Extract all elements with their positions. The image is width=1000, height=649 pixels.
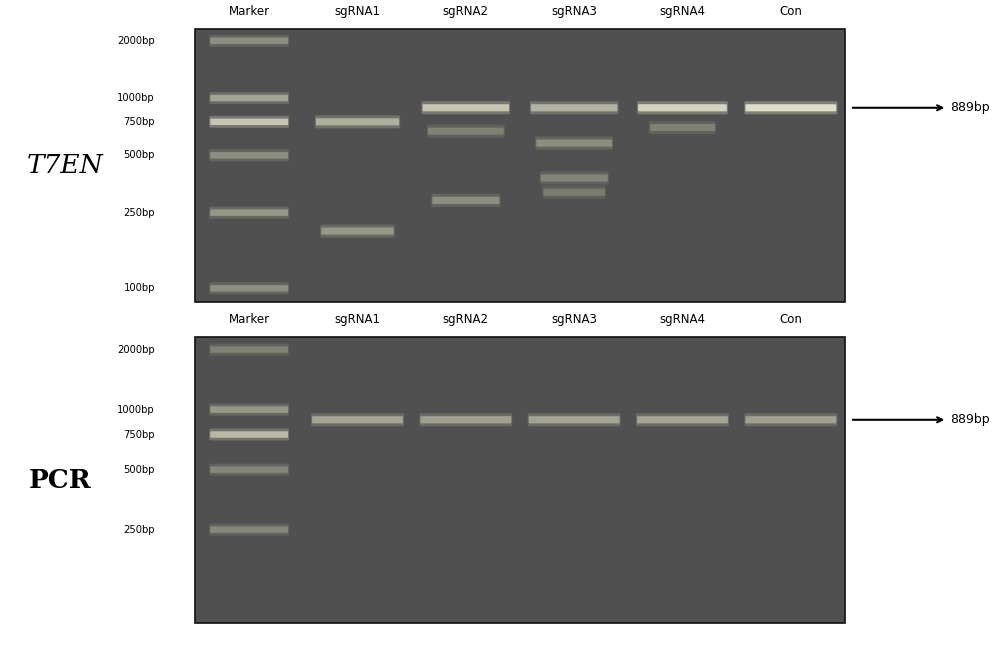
FancyBboxPatch shape bbox=[320, 225, 395, 238]
FancyBboxPatch shape bbox=[422, 101, 510, 114]
FancyBboxPatch shape bbox=[210, 152, 288, 158]
FancyBboxPatch shape bbox=[311, 413, 404, 426]
Text: 250bp: 250bp bbox=[124, 208, 155, 217]
Text: 500bp: 500bp bbox=[124, 465, 155, 474]
FancyBboxPatch shape bbox=[427, 125, 505, 138]
Text: Con: Con bbox=[779, 5, 802, 18]
Text: 889bp: 889bp bbox=[853, 101, 990, 114]
FancyBboxPatch shape bbox=[540, 171, 609, 184]
FancyBboxPatch shape bbox=[210, 406, 288, 413]
FancyBboxPatch shape bbox=[529, 416, 620, 423]
FancyBboxPatch shape bbox=[541, 175, 608, 182]
FancyBboxPatch shape bbox=[210, 526, 288, 533]
Text: 889bp: 889bp bbox=[853, 413, 990, 426]
FancyBboxPatch shape bbox=[209, 35, 289, 47]
FancyBboxPatch shape bbox=[530, 101, 618, 114]
FancyBboxPatch shape bbox=[531, 104, 617, 112]
Text: Marker: Marker bbox=[229, 5, 270, 18]
FancyBboxPatch shape bbox=[649, 121, 716, 134]
Text: Marker: Marker bbox=[229, 313, 270, 326]
FancyBboxPatch shape bbox=[637, 416, 728, 423]
FancyBboxPatch shape bbox=[428, 128, 504, 135]
FancyBboxPatch shape bbox=[210, 467, 288, 473]
FancyBboxPatch shape bbox=[316, 118, 399, 125]
FancyBboxPatch shape bbox=[745, 416, 836, 423]
Text: 750bp: 750bp bbox=[124, 117, 155, 127]
Text: 750bp: 750bp bbox=[124, 430, 155, 439]
Text: sgRNA1: sgRNA1 bbox=[334, 313, 380, 326]
Bar bbox=[195, 29, 845, 302]
Text: sgRNA3: sgRNA3 bbox=[551, 313, 597, 326]
FancyBboxPatch shape bbox=[636, 413, 729, 426]
FancyBboxPatch shape bbox=[638, 104, 727, 112]
FancyBboxPatch shape bbox=[420, 416, 511, 423]
FancyBboxPatch shape bbox=[209, 428, 289, 441]
FancyBboxPatch shape bbox=[209, 524, 289, 535]
FancyBboxPatch shape bbox=[745, 104, 836, 112]
FancyBboxPatch shape bbox=[431, 194, 500, 207]
FancyBboxPatch shape bbox=[432, 197, 499, 204]
FancyBboxPatch shape bbox=[312, 416, 403, 423]
Text: sgRNA2: sgRNA2 bbox=[443, 5, 489, 18]
FancyBboxPatch shape bbox=[543, 189, 605, 196]
Text: sgRNA3: sgRNA3 bbox=[551, 5, 597, 18]
FancyBboxPatch shape bbox=[209, 404, 289, 415]
Text: 1000bp: 1000bp bbox=[117, 93, 155, 103]
Text: sgRNA4: sgRNA4 bbox=[659, 313, 705, 326]
FancyBboxPatch shape bbox=[321, 228, 394, 235]
FancyBboxPatch shape bbox=[210, 95, 288, 101]
FancyBboxPatch shape bbox=[536, 140, 612, 147]
FancyBboxPatch shape bbox=[209, 149, 289, 162]
FancyBboxPatch shape bbox=[209, 206, 289, 219]
Text: 500bp: 500bp bbox=[124, 151, 155, 160]
FancyBboxPatch shape bbox=[210, 38, 288, 44]
Text: 2000bp: 2000bp bbox=[117, 36, 155, 46]
FancyBboxPatch shape bbox=[744, 101, 837, 114]
Text: sgRNA2: sgRNA2 bbox=[443, 313, 489, 326]
FancyBboxPatch shape bbox=[210, 210, 288, 216]
Text: T7EN: T7EN bbox=[27, 153, 103, 178]
FancyBboxPatch shape bbox=[542, 186, 606, 199]
Text: 100bp: 100bp bbox=[124, 284, 155, 293]
FancyBboxPatch shape bbox=[210, 347, 288, 353]
FancyBboxPatch shape bbox=[209, 116, 289, 128]
Text: sgRNA1: sgRNA1 bbox=[334, 5, 380, 18]
FancyBboxPatch shape bbox=[423, 104, 509, 112]
FancyBboxPatch shape bbox=[315, 116, 400, 129]
FancyBboxPatch shape bbox=[528, 413, 621, 426]
FancyBboxPatch shape bbox=[650, 124, 715, 131]
FancyBboxPatch shape bbox=[637, 101, 728, 114]
FancyBboxPatch shape bbox=[209, 282, 289, 295]
Text: Con: Con bbox=[779, 313, 802, 326]
Text: PCR: PCR bbox=[29, 468, 91, 493]
FancyBboxPatch shape bbox=[210, 285, 288, 291]
Bar bbox=[195, 337, 845, 623]
Text: sgRNA4: sgRNA4 bbox=[659, 5, 705, 18]
Text: 250bp: 250bp bbox=[124, 524, 155, 535]
FancyBboxPatch shape bbox=[209, 343, 289, 356]
FancyBboxPatch shape bbox=[535, 136, 613, 150]
Text: 1000bp: 1000bp bbox=[117, 404, 155, 415]
FancyBboxPatch shape bbox=[419, 413, 512, 426]
FancyBboxPatch shape bbox=[210, 119, 288, 125]
FancyBboxPatch shape bbox=[744, 413, 837, 426]
FancyBboxPatch shape bbox=[209, 92, 289, 104]
FancyBboxPatch shape bbox=[209, 463, 289, 476]
FancyBboxPatch shape bbox=[210, 432, 288, 438]
Text: 2000bp: 2000bp bbox=[117, 345, 155, 354]
